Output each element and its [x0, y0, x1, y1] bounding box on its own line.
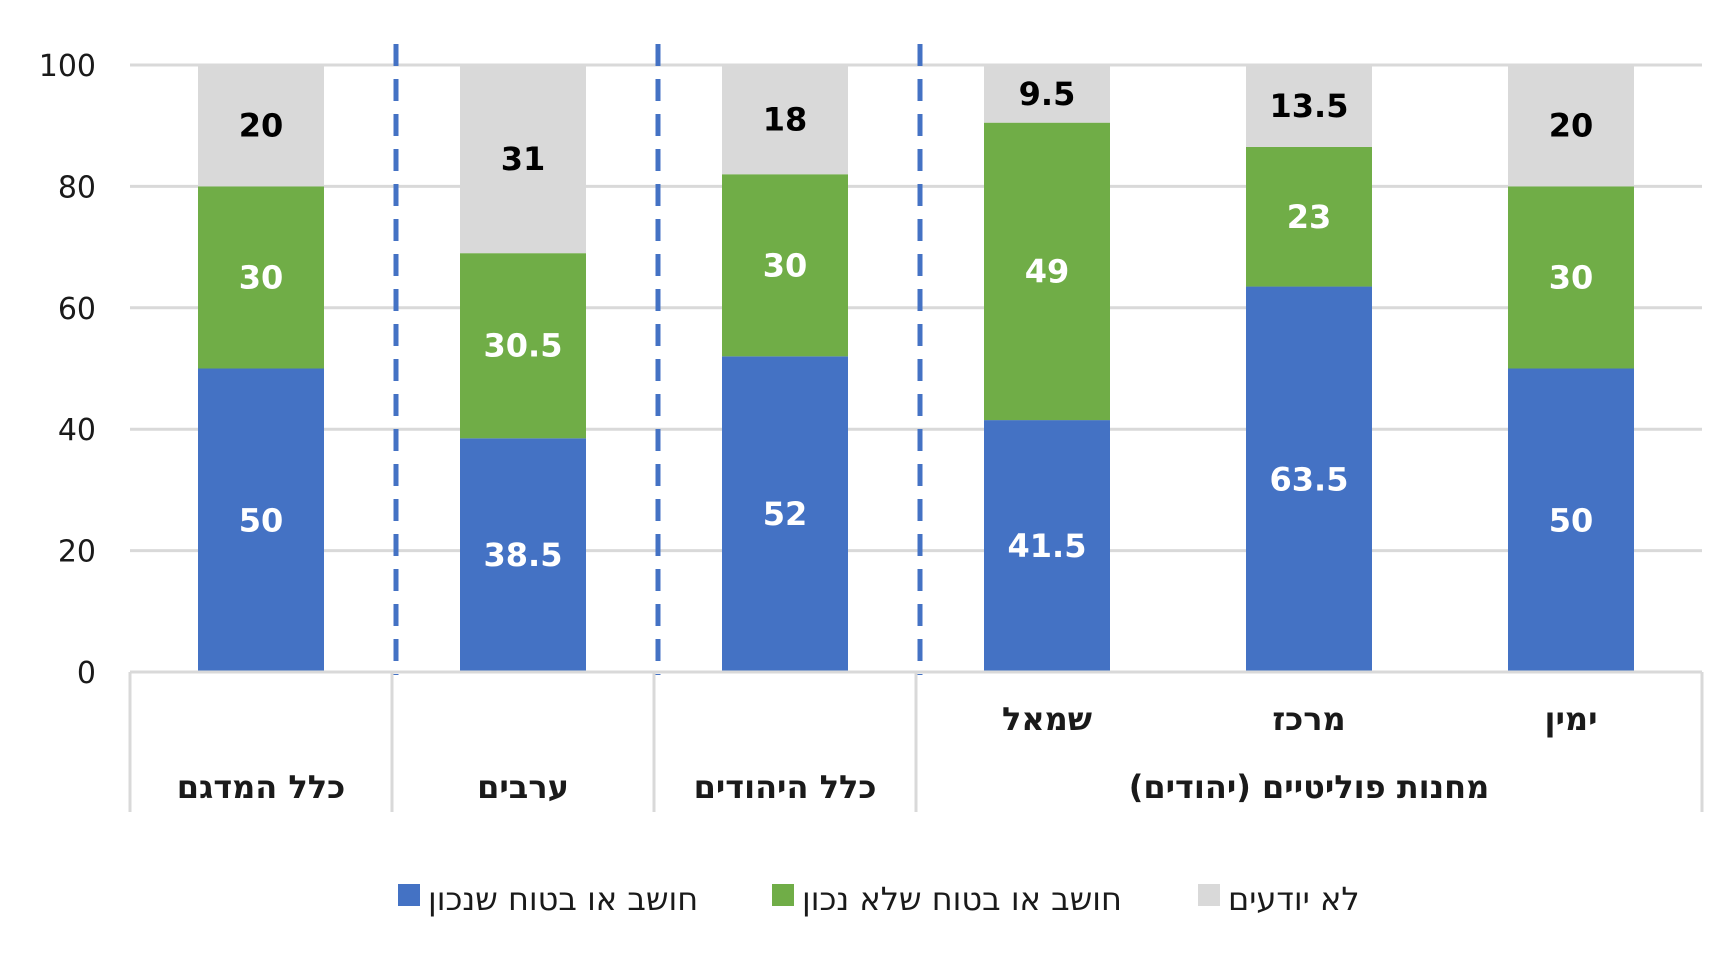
bar-segment-c4-s1 — [460, 253, 586, 439]
legend-swatch-0 — [398, 884, 420, 906]
legend-label-0: חושב או בטוח שנכון — [428, 880, 698, 918]
bar-segment-c5-s1 — [198, 186, 324, 369]
data-label-c4-s1: 30.5 — [484, 327, 563, 365]
bar-segment-c1-s1 — [1246, 146, 1372, 287]
y-tick-label-40: 40 — [58, 413, 96, 448]
x-group-label-2: ערבים — [477, 768, 569, 806]
bar-segment-c3-s0 — [722, 356, 848, 672]
bar-segment-c5-s0 — [198, 368, 324, 672]
data-label-c2-s1: 49 — [1025, 252, 1070, 290]
bar-segment-c3-s1 — [722, 174, 848, 357]
x-group-label-3: כלל המדגם — [177, 768, 346, 806]
bar-segment-c1-s2 — [1246, 65, 1372, 147]
bar-segment-c0-s2 — [1508, 65, 1634, 187]
y-tick-label-100: 100 — [39, 49, 96, 84]
bar-segment-c0-s1 — [1508, 186, 1634, 369]
y-tick-label-80: 80 — [58, 170, 96, 205]
data-label-c4-s0: 38.5 — [484, 536, 563, 574]
data-label-c1-s1: 23 — [1287, 198, 1332, 236]
bar-segment-c4-s0 — [460, 438, 586, 672]
data-label-c5-s0: 50 — [239, 501, 284, 539]
bar-segment-c4-s2 — [460, 65, 586, 254]
legend-swatch-1 — [772, 884, 794, 906]
legend-swatch-2 — [1198, 884, 1220, 906]
data-label-c3-s2: 18 — [763, 101, 808, 139]
y-tick-label-0: 0 — [77, 656, 96, 691]
bar-segment-c2-s1 — [984, 122, 1110, 421]
bar-segment-c2-s0 — [984, 420, 1110, 672]
bar-segment-c1-s0 — [1246, 286, 1372, 672]
data-label-c3-s0: 52 — [763, 495, 808, 533]
x-group-label-0: מחנות פוליטיים (יהודים) — [1129, 768, 1490, 806]
data-label-c5-s2: 20 — [239, 107, 284, 145]
data-label-c3-s1: 30 — [763, 246, 808, 284]
data-label-c2-s0: 41.5 — [1008, 527, 1087, 565]
data-label-c5-s1: 30 — [239, 258, 284, 296]
data-label-c1-s0: 63.5 — [1270, 460, 1349, 498]
data-label-c1-s2: 13.5 — [1270, 87, 1349, 125]
legend-label-2: לא יודעים — [1228, 880, 1360, 918]
data-label-c2-s2: 9.5 — [1019, 75, 1076, 113]
bar-segment-c5-s2 — [198, 65, 324, 187]
y-tick-label-60: 60 — [58, 292, 96, 327]
x-category-label-5: ימין — [1545, 700, 1598, 738]
data-label-c0-s1: 30 — [1549, 258, 1594, 296]
data-label-c0-s0: 50 — [1549, 501, 1594, 539]
data-label-c0-s2: 20 — [1549, 107, 1594, 145]
legend-label-1: חושב או בטוח שלא נכון — [802, 880, 1122, 918]
bar-segment-c3-s2 — [722, 65, 848, 175]
y-tick-label-20: 20 — [58, 535, 96, 570]
x-category-label-3: שמאל — [1002, 700, 1092, 738]
x-category-label-4: מרכז — [1272, 700, 1345, 738]
bar-segment-c2-s2 — [984, 65, 1110, 123]
x-group-label-1: כלל היהודים — [694, 768, 877, 806]
data-label-c4-s2: 31 — [501, 140, 546, 178]
bar-segment-c0-s0 — [1508, 368, 1634, 672]
